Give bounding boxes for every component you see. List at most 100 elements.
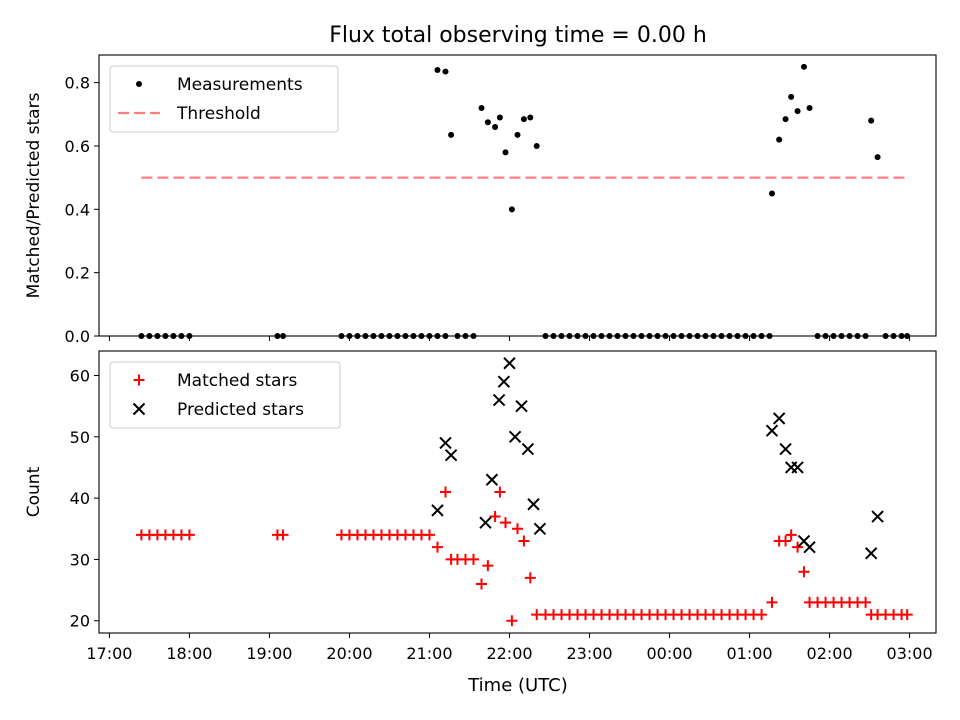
y-axis-label: Matched/Predicted stars bbox=[24, 92, 44, 298]
data-point bbox=[792, 541, 804, 553]
x-tick-label: 23:00 bbox=[566, 644, 612, 663]
data-point bbox=[638, 333, 645, 339]
data-point bbox=[492, 123, 499, 130]
data-point bbox=[499, 517, 511, 529]
data-point bbox=[426, 333, 433, 339]
data-point bbox=[779, 442, 792, 456]
data-point bbox=[606, 333, 613, 339]
data-point bbox=[338, 333, 345, 339]
top-panel-ratio: 0.0 0.2 0.4 0.6 0.8 Matched/Predicted stars Me… bbox=[24, 54, 937, 346]
data-point bbox=[138, 333, 145, 339]
data-point bbox=[186, 333, 193, 339]
data-point bbox=[362, 333, 369, 339]
data-point bbox=[758, 333, 765, 339]
data-point bbox=[434, 66, 441, 73]
legend-frame bbox=[109, 65, 339, 133]
data-point bbox=[614, 333, 621, 339]
data-point bbox=[431, 504, 444, 517]
data-point bbox=[478, 104, 485, 111]
data-point bbox=[871, 510, 884, 523]
data-point bbox=[718, 333, 725, 339]
data-point bbox=[434, 333, 441, 339]
data-point bbox=[890, 333, 897, 339]
data-point bbox=[550, 333, 557, 339]
data-point bbox=[574, 333, 581, 339]
data-point bbox=[901, 609, 913, 621]
data-point bbox=[838, 333, 845, 339]
data-point bbox=[482, 560, 494, 572]
data-point bbox=[822, 333, 829, 339]
data-point bbox=[524, 572, 536, 584]
x-tick-label: 03:00 bbox=[887, 644, 933, 663]
data-point bbox=[898, 333, 905, 339]
data-point bbox=[485, 473, 499, 486]
series-matched-stars bbox=[135, 486, 913, 627]
data-point bbox=[750, 333, 757, 339]
data-point bbox=[558, 333, 565, 339]
data-point bbox=[791, 461, 804, 474]
data-point bbox=[874, 154, 881, 161]
data-point bbox=[370, 333, 377, 339]
legend-swatch bbox=[136, 81, 142, 87]
y-tick-label: 0.8 bbox=[65, 74, 90, 93]
x-tick-label: 21:00 bbox=[406, 644, 452, 663]
data-point bbox=[860, 596, 872, 608]
y-tick-label: 0.6 bbox=[65, 137, 90, 156]
data-point bbox=[533, 142, 540, 149]
data-point bbox=[492, 393, 506, 407]
data-point bbox=[527, 114, 534, 121]
data-point bbox=[904, 333, 911, 339]
data-point bbox=[806, 104, 813, 111]
data-point bbox=[508, 206, 515, 213]
data-point bbox=[566, 333, 573, 339]
data-point bbox=[582, 333, 589, 339]
data-point bbox=[439, 486, 451, 498]
data-point bbox=[439, 436, 452, 450]
data-point bbox=[527, 498, 540, 511]
data-point bbox=[378, 333, 385, 339]
data-point bbox=[694, 333, 701, 339]
bottom-panel-count: 17:00 18:00 19:00 20:00 21:00 22:00 23:00 00:00… bbox=[24, 350, 937, 663]
data-point bbox=[178, 333, 185, 339]
data-point bbox=[484, 119, 491, 126]
data-point bbox=[514, 131, 521, 138]
data-point bbox=[444, 449, 458, 462]
data-point bbox=[772, 412, 786, 425]
series-measurements bbox=[138, 63, 911, 339]
legend: Matched stars Predicted stars bbox=[109, 361, 341, 429]
y-tick-label: 60 bbox=[70, 367, 90, 386]
data-point bbox=[506, 615, 518, 627]
data-point bbox=[788, 93, 795, 100]
data-point bbox=[520, 116, 527, 123]
data-point bbox=[503, 357, 516, 370]
data-point bbox=[454, 333, 461, 339]
data-point bbox=[622, 333, 629, 339]
data-point bbox=[502, 149, 509, 156]
data-point bbox=[521, 442, 535, 456]
data-point bbox=[154, 333, 161, 339]
data-point bbox=[864, 547, 878, 560]
data-point bbox=[533, 522, 547, 535]
data-point bbox=[494, 486, 506, 498]
y-tick-label: 40 bbox=[70, 489, 90, 508]
legend-label: Measurements bbox=[177, 75, 303, 95]
data-point bbox=[803, 540, 816, 554]
y-tick-label: 0.0 bbox=[65, 327, 90, 346]
data-point bbox=[354, 333, 361, 339]
data-point bbox=[394, 333, 401, 339]
data-point bbox=[830, 333, 837, 339]
data-point bbox=[782, 116, 789, 123]
data-point bbox=[726, 333, 733, 339]
data-point bbox=[518, 535, 530, 547]
data-point bbox=[423, 529, 435, 541]
data-point bbox=[734, 333, 741, 339]
data-point bbox=[431, 541, 443, 553]
data-point bbox=[280, 333, 287, 339]
data-point bbox=[386, 333, 393, 339]
legend-item: Threshold bbox=[118, 104, 261, 124]
plot-frame bbox=[98, 54, 937, 337]
data-point bbox=[497, 375, 511, 388]
data-point bbox=[766, 333, 773, 339]
data-point bbox=[598, 333, 605, 339]
data-point bbox=[678, 333, 685, 339]
